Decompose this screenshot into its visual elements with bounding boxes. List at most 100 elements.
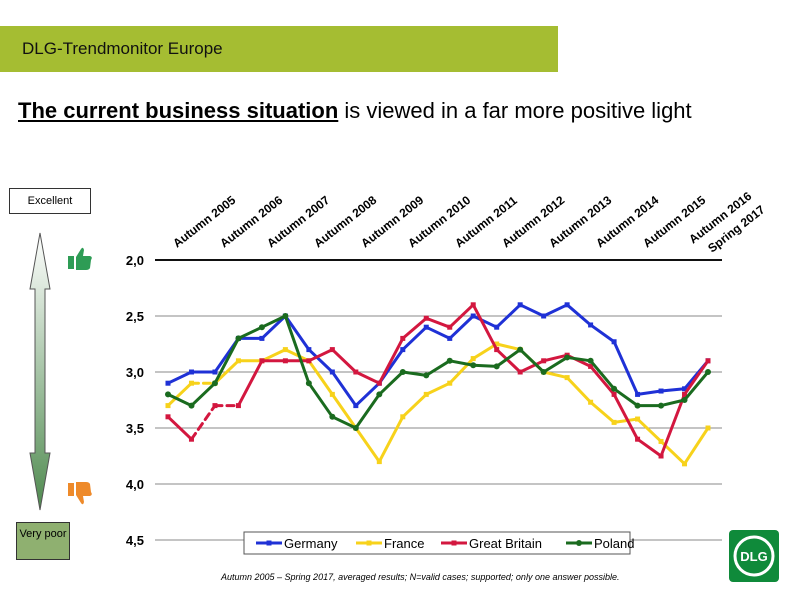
data-point [447,324,453,330]
data-point [682,461,688,467]
data-point [588,399,594,405]
series-line-segment [659,398,687,408]
series-line-segment [377,336,405,385]
data-point [259,358,265,364]
series-line-segment [448,314,475,340]
data-point [470,302,476,308]
data-point [212,403,218,409]
series-line-segment [401,316,428,340]
data-point [258,324,265,331]
series-line-segment [236,359,264,408]
headline: The current business situation is viewed… [18,96,758,125]
data-point [658,438,664,444]
series-line-segment [589,323,616,344]
data-point [447,335,453,341]
data-point [447,380,453,386]
dlg-logo: DLG [729,530,779,582]
data-point [165,414,171,420]
series-line-segment [542,355,569,374]
series-line-segment [330,415,358,430]
data-point [541,358,547,364]
series-line-segment [354,370,381,385]
data-point [634,402,641,409]
y-tick-label: 2,5 [126,309,144,324]
series-line-segment [471,314,499,329]
series-line-segment [166,415,193,441]
data-point [423,315,429,321]
data-point [212,369,218,375]
series-line-segment [448,359,475,367]
series-line-segment [166,392,193,408]
page-title: DLG-Trendmonitor Europe [22,39,223,58]
data-point [353,403,359,409]
series-line-segment [495,303,522,329]
data-point [564,354,571,361]
series-line-segment [307,348,334,374]
data-point [493,363,500,370]
series-line-segment [565,355,593,363]
data-point [587,357,594,364]
series-line-segment [471,303,499,352]
series-line-segment [518,348,546,374]
series-line-segment [471,363,499,368]
data-point [305,380,312,387]
series-line-segment [260,348,287,363]
series-line-segment [612,417,640,424]
data-point [705,425,711,431]
data-point [352,425,359,431]
data-point [588,322,594,328]
data-point [282,347,288,353]
data-point [235,335,242,342]
legend-marker [366,540,372,546]
series-line-segment [354,381,381,408]
data-point [306,347,312,353]
series-line-segment [448,303,475,329]
legend-label: Germany [284,536,338,551]
data-point [446,357,453,364]
series-line-segment [612,387,640,408]
series-line-segment [612,392,640,441]
data-point [188,369,194,375]
series-line-segment [166,381,193,408]
data-point [188,380,194,386]
series-line-segment [260,314,287,340]
legend-label: Great Britain [469,536,542,551]
series-line-segment [330,348,358,374]
data-point [282,313,289,319]
data-point [470,313,476,319]
series-line-segment [424,316,452,329]
series-line-segment [401,325,428,352]
series-line-segment [448,357,475,385]
data-point [611,339,617,345]
data-point [588,363,594,369]
data-point [235,358,241,364]
series-line-segment [189,404,217,441]
data-point [188,436,194,442]
series-line-segment [683,359,710,396]
data-point [353,369,359,375]
data-point [376,380,382,386]
series-line-segment [542,353,569,363]
logo-text: DLG [740,549,767,564]
data-point [635,416,641,422]
data-point [165,391,171,398]
data-point [517,346,524,353]
series-line-segment [307,348,334,363]
y-tick-label: 3,0 [126,365,144,380]
thumbs-up-icon [68,247,92,270]
series-line-segment [330,370,358,408]
data-point [329,369,335,375]
series-line-segment [307,381,334,419]
headline-emphasis: The current business situation [18,98,339,123]
data-point [564,302,570,308]
data-point [165,403,171,409]
data-point [306,358,312,364]
series-line-segment [283,314,311,385]
series-line-segment [377,370,405,396]
series-line-segment [495,348,522,374]
legend-marker [576,540,582,546]
series-line-segment [612,340,640,396]
data-point [376,459,382,465]
legend-marker [451,540,457,546]
